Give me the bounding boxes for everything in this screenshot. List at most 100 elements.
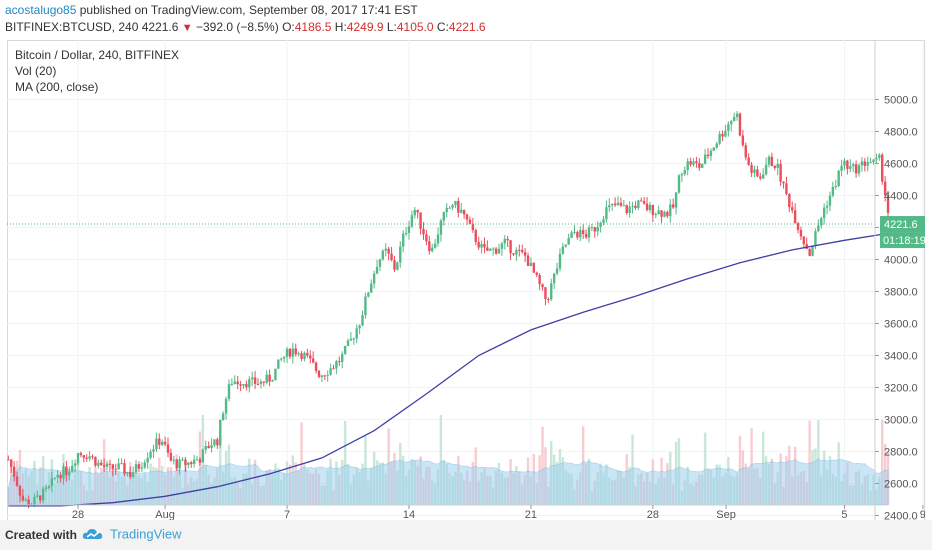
candle-body[interactable] xyxy=(33,496,36,506)
candle-body[interactable] xyxy=(462,209,466,215)
candle-body[interactable] xyxy=(65,466,68,476)
candle-body[interactable] xyxy=(796,223,800,230)
candle-body[interactable] xyxy=(256,383,260,385)
candle-body[interactable] xyxy=(860,161,864,166)
author-link[interactable]: acostalugo85 xyxy=(5,3,77,17)
candle-body[interactable] xyxy=(338,361,341,363)
candle-body[interactable] xyxy=(718,133,721,144)
candle-body[interactable] xyxy=(747,157,750,165)
candle-body[interactable] xyxy=(227,384,231,399)
candle-body[interactable] xyxy=(343,345,347,355)
candle-body[interactable] xyxy=(648,204,652,211)
candle-body[interactable] xyxy=(732,117,736,122)
candle-body[interactable] xyxy=(50,478,54,487)
candle-body[interactable] xyxy=(735,113,739,118)
candle-body[interactable] xyxy=(326,374,329,376)
candle-body[interactable] xyxy=(581,230,585,234)
candle-body[interactable] xyxy=(660,210,663,217)
candle-body[interactable] xyxy=(169,452,173,461)
time-axis[interactable]: 28 Aug 7 14 21 28 Sep 5 9 xyxy=(7,504,926,521)
candle-body[interactable] xyxy=(288,348,292,357)
candle-body[interactable] xyxy=(85,457,88,459)
candle-body[interactable] xyxy=(210,445,213,449)
candle-body[interactable] xyxy=(509,240,512,254)
candle-body[interactable] xyxy=(750,164,753,173)
candle-body[interactable] xyxy=(280,358,283,360)
candle-body[interactable] xyxy=(857,165,861,174)
candle-body[interactable] xyxy=(364,296,367,316)
candle-body[interactable] xyxy=(869,162,872,164)
candle-body[interactable] xyxy=(677,175,681,193)
candle-body[interactable] xyxy=(134,464,138,473)
candle-body[interactable] xyxy=(744,145,747,158)
candle-body[interactable] xyxy=(494,248,498,254)
candle-body[interactable] xyxy=(773,165,776,168)
candle-body[interactable] xyxy=(785,183,788,195)
candle-body[interactable] xyxy=(851,164,855,167)
candle-body[interactable] xyxy=(433,243,437,248)
candle-body[interactable] xyxy=(120,463,123,465)
candle-body[interactable] xyxy=(372,273,376,284)
candle-body[interactable] xyxy=(651,204,655,216)
candle-body[interactable] xyxy=(671,204,675,208)
candle-body[interactable] xyxy=(622,205,626,207)
candle-body[interactable] xyxy=(399,246,402,263)
candle-body[interactable] xyxy=(175,459,178,469)
candle-body[interactable] xyxy=(268,374,271,382)
candle-body[interactable] xyxy=(706,154,710,157)
candle-body[interactable] xyxy=(12,466,16,477)
candle-body[interactable] xyxy=(39,495,42,501)
candle-body[interactable] xyxy=(233,381,236,384)
candle-body[interactable] xyxy=(18,485,22,496)
candle-body[interactable] xyxy=(846,160,849,169)
candle-body[interactable] xyxy=(779,163,782,182)
candle-body[interactable] xyxy=(616,202,620,206)
candle-body[interactable] xyxy=(248,379,251,388)
candle-body[interactable] xyxy=(216,439,219,446)
candle-body[interactable] xyxy=(88,456,91,459)
candle-body[interactable] xyxy=(160,441,164,445)
candle-body[interactable] xyxy=(593,227,596,232)
candle-body[interactable] xyxy=(7,459,10,461)
candle-body[interactable] xyxy=(497,248,501,254)
candle-body[interactable] xyxy=(311,358,315,363)
candle-body[interactable] xyxy=(721,133,724,137)
candle-body[interactable] xyxy=(837,170,840,187)
candle-body[interactable] xyxy=(416,209,419,213)
candle-body[interactable] xyxy=(291,348,295,357)
candle-body[interactable] xyxy=(631,205,634,207)
candle-body[interactable] xyxy=(506,238,509,241)
candle-body[interactable] xyxy=(654,214,657,216)
candle-body[interactable] xyxy=(793,210,797,224)
candle-body[interactable] xyxy=(445,208,448,213)
candle-body[interactable] xyxy=(105,463,109,467)
candle-body[interactable] xyxy=(741,135,745,146)
candle-body[interactable] xyxy=(393,260,396,270)
candle-body[interactable] xyxy=(82,455,86,458)
candle-body[interactable] xyxy=(59,474,62,479)
candle-body[interactable] xyxy=(727,124,730,131)
candle-body[interactable] xyxy=(692,161,695,165)
candle-body[interactable] xyxy=(521,249,524,252)
candle-body[interactable] xyxy=(163,441,167,445)
candle-body[interactable] xyxy=(143,462,146,468)
candle-body[interactable] xyxy=(428,241,431,252)
candle-body[interactable] xyxy=(422,228,425,235)
candle-body[interactable] xyxy=(666,211,669,217)
candle-body[interactable] xyxy=(265,374,268,383)
candle-body[interactable] xyxy=(489,248,492,251)
candle-body[interactable] xyxy=(535,272,538,276)
candle-body[interactable] xyxy=(544,287,547,300)
candle-body[interactable] xyxy=(526,255,530,266)
candle-body[interactable] xyxy=(886,195,890,213)
candle-body[interactable] xyxy=(515,249,518,255)
candle-body[interactable] xyxy=(309,355,312,359)
candle-body[interactable] xyxy=(224,398,228,414)
candle-body[interactable] xyxy=(878,154,881,158)
candle-body[interactable] xyxy=(625,205,628,214)
candle-body[interactable] xyxy=(192,459,196,465)
candle-body[interactable] xyxy=(686,161,689,171)
candle-body[interactable] xyxy=(413,209,416,216)
candle-body[interactable] xyxy=(849,166,852,169)
candle-body[interactable] xyxy=(822,207,826,219)
